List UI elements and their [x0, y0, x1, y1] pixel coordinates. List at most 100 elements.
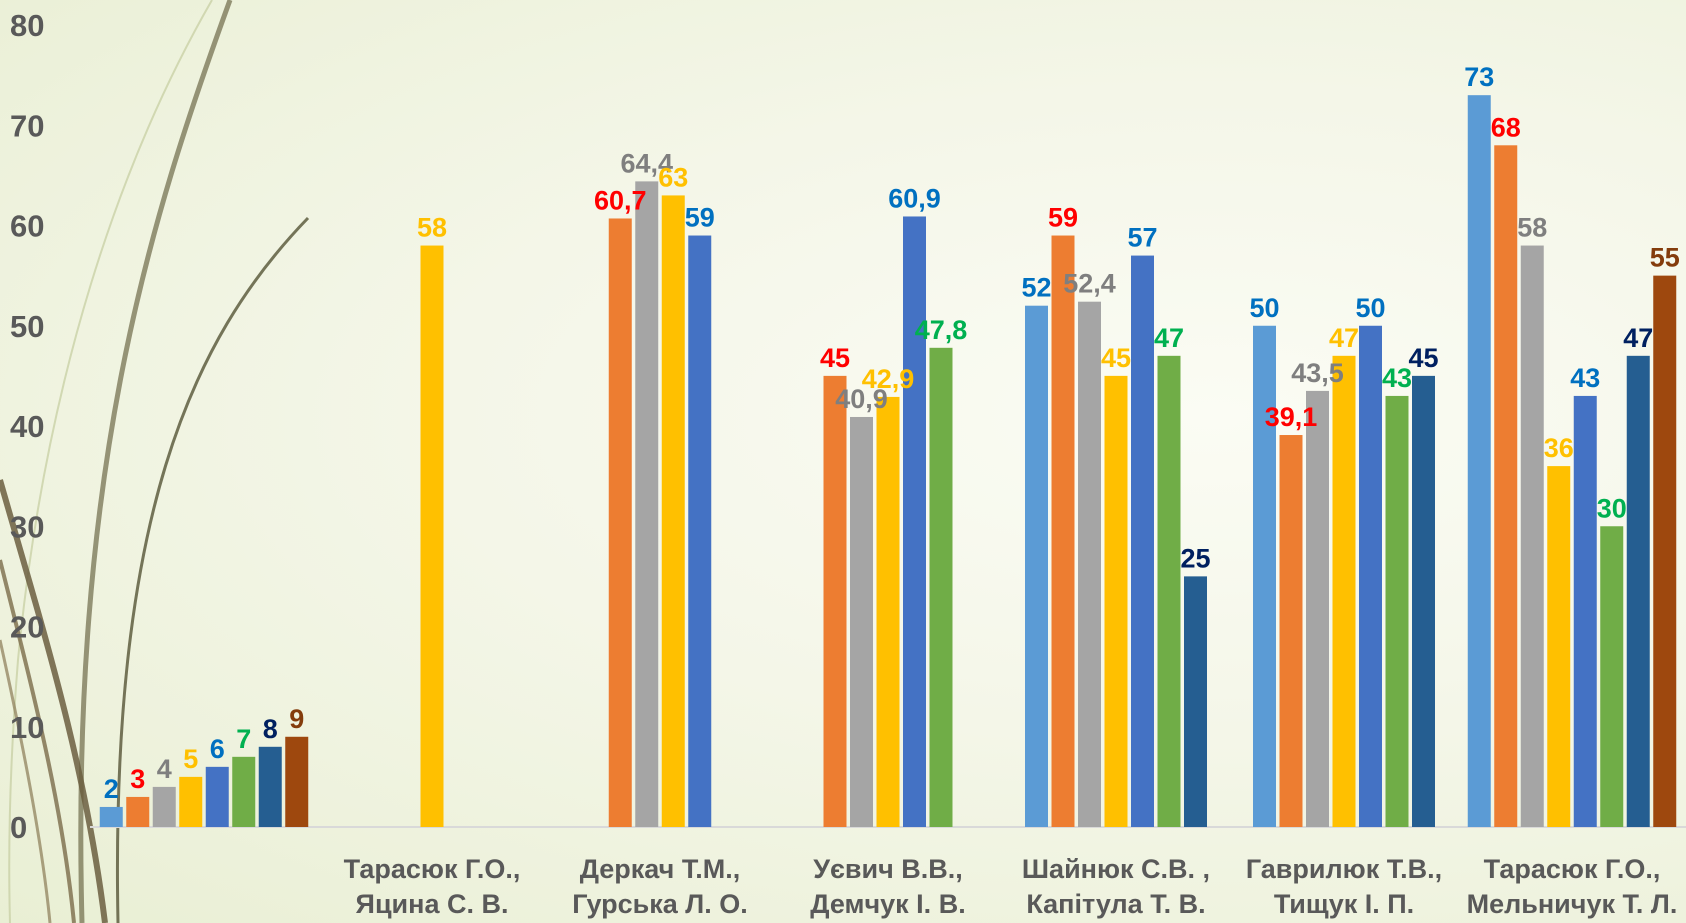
category-label: Тищук І. П. — [1274, 889, 1414, 919]
data-label: 50 — [1249, 293, 1279, 323]
bar — [1600, 526, 1624, 827]
data-label: 40,9 — [835, 384, 888, 414]
category-label: Тарасюк Г.О., — [1484, 854, 1661, 884]
data-label: 64,4 — [620, 148, 673, 178]
category-label: Гурська Л. О. — [572, 889, 748, 919]
y-tick-label: 60 — [10, 209, 44, 244]
data-label: 58 — [417, 213, 447, 243]
data-label: 5 — [183, 744, 198, 774]
y-tick-label: 70 — [10, 108, 44, 143]
bar — [99, 806, 123, 827]
category-label: Демчук І. В. — [810, 889, 965, 919]
bar — [608, 218, 632, 828]
bar — [635, 181, 659, 827]
bar — [688, 235, 712, 827]
data-label: 59 — [1048, 203, 1078, 233]
data-label: 36 — [1544, 433, 1574, 463]
data-label: 43 — [1382, 363, 1412, 393]
data-label: 7 — [236, 724, 251, 754]
bar — [420, 245, 444, 828]
data-label: 45 — [820, 343, 850, 373]
bar — [232, 756, 256, 827]
category-label: Гаврилюк Т.В., — [1246, 854, 1442, 884]
category-label: Уєвич В.В., — [813, 854, 963, 884]
data-label: 52 — [1021, 273, 1051, 303]
bar — [1626, 355, 1650, 827]
category-label: Деркач Т.М., — [580, 854, 741, 884]
category-label: Мельничук Т. Л. — [1467, 889, 1678, 919]
y-tick-label: 0 — [10, 810, 27, 845]
bar — [152, 786, 176, 827]
bar — [1653, 275, 1677, 827]
data-label: 58 — [1517, 213, 1547, 243]
category-label: Капітула Т. В. — [1026, 889, 1205, 919]
data-label: 25 — [1180, 543, 1210, 573]
bar — [205, 766, 229, 827]
y-tick-label: 40 — [10, 409, 44, 444]
bar — [903, 216, 926, 828]
bar — [1051, 235, 1075, 827]
data-label: 50 — [1355, 293, 1385, 323]
data-label: 60,7 — [594, 185, 647, 215]
data-label: 45 — [1408, 343, 1438, 373]
bar — [1494, 145, 1518, 828]
data-label: 6 — [210, 734, 225, 764]
bar — [258, 746, 282, 827]
data-label: 39,1 — [1265, 402, 1318, 432]
category-label: Шайнюк С.В. , — [1022, 854, 1210, 884]
bar — [1359, 325, 1382, 827]
category-labels: Тарасюк Г.О., Яцина С. В. Деркач Т.М., Гурс… — [344, 854, 1678, 919]
y-tick-label: 80 — [10, 8, 44, 43]
bar — [1573, 395, 1597, 827]
y-axis-ticks: 0 10 20 30 40 50 60 70 80 — [10, 8, 44, 845]
data-label: 3 — [130, 764, 145, 794]
bar-series — [99, 95, 1677, 828]
bar — [1184, 576, 1207, 827]
data-label: 4 — [157, 754, 172, 784]
category-label: Яцина С. В. — [356, 889, 509, 919]
bar — [1157, 355, 1181, 827]
data-label: 63 — [658, 162, 688, 192]
bar — [1253, 325, 1276, 827]
bar — [1467, 95, 1491, 828]
data-label: 60,9 — [888, 183, 941, 213]
bar — [661, 195, 685, 828]
bar — [1279, 435, 1303, 827]
data-label: 9 — [289, 704, 304, 734]
data-label: 47 — [1623, 323, 1653, 353]
data-label: 47 — [1154, 323, 1184, 353]
bar — [1547, 466, 1571, 827]
category-label: Тарасюк Г.О., — [344, 854, 521, 884]
bar — [850, 416, 873, 827]
bar — [1104, 375, 1128, 827]
bar — [1025, 305, 1048, 827]
data-label: 45 — [1101, 343, 1131, 373]
bar — [1520, 245, 1544, 828]
bar — [126, 796, 150, 827]
y-tick-label: 10 — [10, 710, 44, 745]
bar — [823, 375, 847, 827]
data-label: 2 — [104, 774, 119, 804]
data-label: 55 — [1650, 243, 1680, 273]
bar — [929, 347, 953, 827]
y-tick-label: 30 — [10, 509, 44, 544]
bar — [285, 736, 309, 827]
data-label: 73 — [1464, 62, 1494, 92]
data-label: 47,8 — [915, 315, 968, 345]
data-label: 42,9 — [862, 364, 915, 394]
data-label: 43 — [1570, 363, 1600, 393]
y-tick-label: 20 — [10, 610, 44, 645]
data-label: 8 — [263, 714, 278, 744]
bar — [1131, 255, 1154, 827]
y-tick-label: 50 — [10, 309, 44, 344]
bar — [876, 396, 900, 827]
bar — [1385, 395, 1409, 827]
bar — [1078, 301, 1101, 827]
data-labels: 2 3 4 5 6 7 8 95860,764,463594540,942,960,947,8… — [104, 62, 1680, 804]
data-label: 52,4 — [1063, 269, 1116, 299]
data-label: 68 — [1491, 112, 1521, 142]
data-label: 30 — [1597, 493, 1627, 523]
bar — [1412, 375, 1435, 827]
